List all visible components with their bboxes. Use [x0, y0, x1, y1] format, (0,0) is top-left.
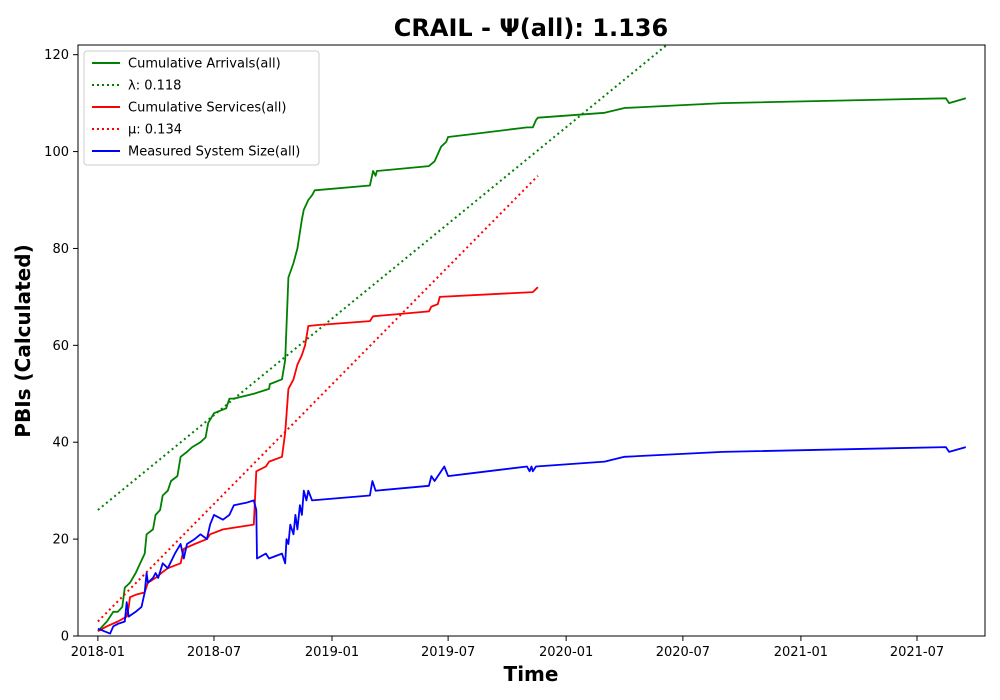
y-tick-label: 80	[52, 242, 69, 257]
legend-label-3: μ: 0.134	[128, 123, 182, 138]
x-axis-title: Time	[504, 662, 559, 686]
plot-area	[97, 45, 967, 635]
y-axis-title: PBIs (Calculated)	[11, 244, 35, 437]
legend-label-2: Cumulative Services(all)	[128, 101, 286, 116]
x-tick-label: 2021-01	[774, 645, 828, 660]
series-line-2	[97, 286, 539, 632]
series-line-1	[97, 45, 669, 511]
y-tick-label: 120	[44, 48, 69, 63]
y-tick-label: 40	[52, 436, 69, 451]
legend-label-0: Cumulative Arrivals(all)	[128, 57, 281, 72]
x-tick-label: 2019-07	[421, 645, 475, 660]
y-tick-label: 20	[52, 533, 69, 548]
series-line-3	[97, 175, 539, 623]
legend-box	[83, 50, 320, 166]
y-tick-label: 60	[52, 339, 69, 354]
axes: 2018-01 2018-07 2019-01 2019-07 2020-01 2020-…	[44, 44, 986, 660]
x-tick-label: 2021-07	[890, 645, 944, 660]
x-tick-label: 2019-01	[305, 645, 359, 660]
x-tick-label: 2018-01	[71, 645, 125, 660]
series-line-0	[97, 97, 967, 632]
legend-label-1: λ: 0.118	[128, 79, 181, 94]
y-tick-label: 0	[61, 630, 69, 645]
x-tick-label: 2020-01	[539, 645, 593, 660]
legend-label-4: Measured System Size(all)	[128, 145, 300, 160]
legend: Cumulative Arrivals(all) λ: 0.118 Cumulati…	[83, 50, 320, 166]
chart-title: CRAIL - Ψ(all): 1.136	[394, 14, 668, 42]
series-line-4	[97, 446, 967, 635]
x-tick-label: 2018-07	[187, 645, 241, 660]
y-tick-label: 100	[44, 145, 69, 160]
plot-frame	[77, 44, 986, 637]
x-tick-label: 2020-07	[656, 645, 710, 660]
